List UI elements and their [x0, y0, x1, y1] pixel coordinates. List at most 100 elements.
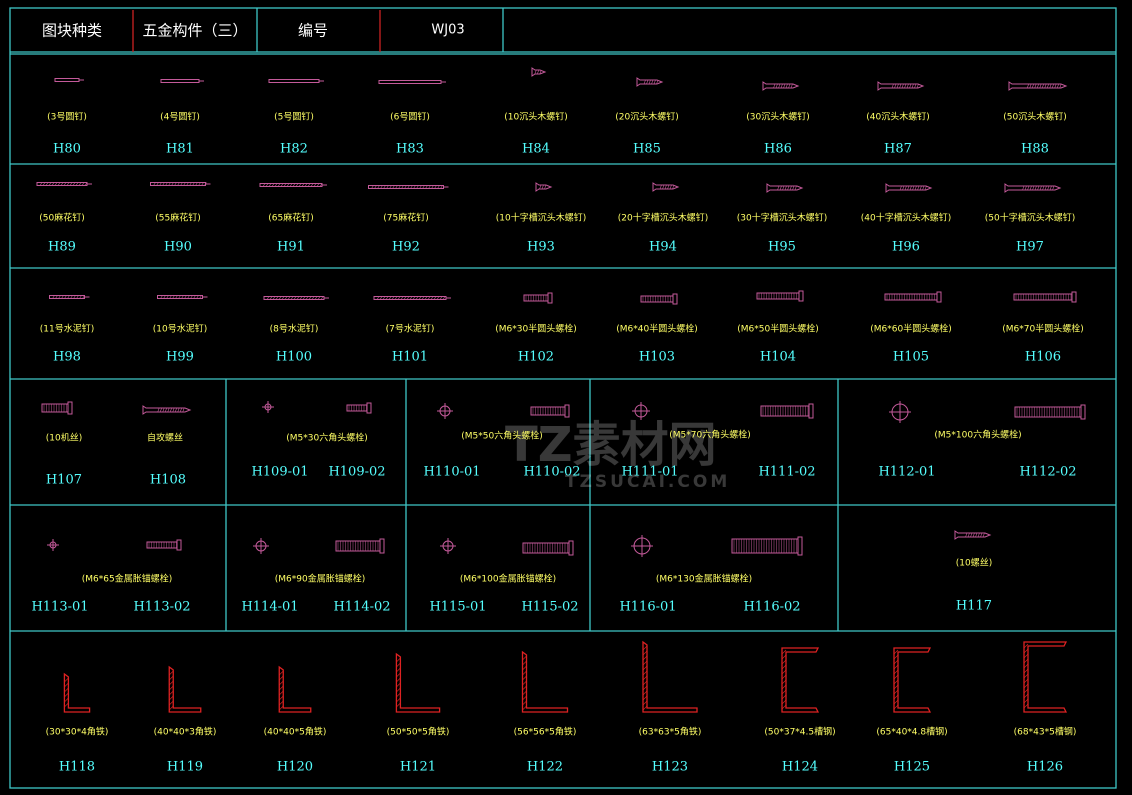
item-label: (M6*100金属胀锚螺栓)	[459, 574, 557, 585]
twist-nail-icon-thread	[440, 185, 443, 189]
item-code: H126	[1026, 759, 1064, 775]
twist-nail-icon-thread	[287, 296, 291, 300]
channel-steel-icon-hatch	[1023, 673, 1029, 679]
item-code: H123	[651, 759, 689, 775]
channel-steel-icon-hatch	[893, 654, 899, 660]
twist-nail-icon-thread	[292, 183, 296, 187]
item-label: (M5*100六角头螺栓)	[934, 430, 1022, 441]
wood-screw-icon-thread	[659, 184, 662, 190]
angle-steel-icon-hatch	[642, 675, 648, 681]
wood-screw-icon-thread	[1039, 83, 1042, 89]
bolt-icon-head	[1071, 291, 1077, 303]
self-tapping-screw-icon-thread	[182, 407, 185, 413]
angle-steel-icon-hatch	[522, 670, 527, 676]
expansion-anchor-bolt-icon	[731, 538, 799, 554]
angle-steel-icon-hatch	[642, 690, 648, 696]
twist-nail-icon-thread	[156, 182, 159, 186]
item-code: H107	[45, 472, 83, 488]
twist-nail-icon-thread	[425, 185, 428, 189]
channel-steel-icon-hatch	[1023, 658, 1029, 664]
item-code: H100	[275, 349, 313, 365]
angle-steel-icon-hatch	[522, 660, 527, 666]
wood-screw-icon-thread	[909, 185, 912, 191]
wood-screw-icon-thread	[1032, 185, 1035, 191]
twist-nail-icon-thread	[277, 183, 281, 187]
wood-screw-icon-thread	[775, 83, 778, 89]
wood-screw-icon-thread	[1036, 83, 1039, 89]
twist-nail-icon-thread	[199, 295, 202, 299]
item-label: (M6*130金属胀锚螺栓)	[655, 574, 753, 585]
angle-steel-icon-hatch	[396, 697, 401, 703]
wood-screw-icon-thread	[911, 83, 914, 89]
twist-nail-icon-thread	[293, 296, 297, 300]
angle-steel-icon-hatch	[169, 700, 174, 706]
channel-steel-icon-hatch	[781, 664, 787, 670]
twist-nail-icon-thread	[160, 295, 163, 299]
hex-bolt-icon-head	[1080, 404, 1086, 420]
twist-nail-icon-thread	[397, 296, 401, 300]
wood-screw-icon-thread	[1042, 185, 1045, 191]
channel-steel-icon-hatch	[1023, 648, 1029, 654]
item-code: H99	[166, 349, 194, 365]
item-code: H80	[53, 141, 81, 157]
twist-nail-icon-thread	[422, 185, 425, 189]
item-code: H119	[166, 759, 204, 775]
twist-nail-icon-thread	[377, 185, 380, 189]
channel-steel-icon-hatch	[781, 689, 787, 695]
item-code: H114-02	[333, 599, 391, 615]
twist-nail-icon-thread	[159, 182, 162, 186]
item-label: (M6*65金属胀锚螺栓)	[81, 574, 173, 585]
twist-nail-icon-thread	[268, 183, 272, 187]
channel-steel-icon-hatch	[781, 669, 787, 675]
twist-nail-icon-thread	[319, 183, 323, 187]
channel-steel-icon-hatch	[781, 654, 787, 660]
channel-steel-icon-hatch	[1023, 693, 1029, 699]
twist-nail-icon-thread	[311, 296, 315, 300]
bolt-icon-head	[672, 293, 678, 305]
channel-steel-icon-hatch	[1023, 678, 1029, 684]
wood-screw-icon	[535, 182, 553, 192]
twist-nail-icon-thread	[386, 185, 389, 189]
wood-screw-icon-thread	[891, 83, 894, 89]
angle-steel-icon-hatch	[522, 690, 527, 696]
twist-nail-icon-thread	[189, 182, 192, 186]
item-label: (10号水泥钉)	[152, 324, 208, 335]
angle-steel-icon-hatch	[642, 655, 648, 661]
item-label: (50沉头木螺钉)	[1003, 112, 1067, 123]
wood-screw-icon-thread	[916, 83, 919, 89]
item-code: H101	[391, 349, 429, 365]
angle-steel-icon-hatch	[642, 670, 648, 676]
item-code: H115-01	[429, 599, 487, 615]
item-label: (5号圆钉)	[274, 112, 314, 123]
item-label: (8号水泥钉)	[269, 324, 319, 335]
channel-steel-icon	[781, 647, 820, 713]
screw-icon-thread	[982, 532, 985, 538]
angle-steel-icon-hatch	[396, 677, 401, 683]
item-code: H120	[276, 759, 314, 775]
wood-screw-icon-thread	[1024, 185, 1027, 191]
machine-screw-icon-head	[67, 401, 73, 415]
twist-nail-icon-thread	[298, 183, 302, 187]
wood-screw-icon-thread	[1049, 185, 1052, 191]
twist-nail-icon-thread	[265, 183, 269, 187]
item-label: (30十字槽沉头木螺钉)	[736, 213, 828, 224]
wood-screw-icon-thread	[773, 83, 776, 89]
twist-nail-icon-thread	[58, 295, 61, 299]
angle-steel-icon-hatch	[64, 692, 69, 698]
wood-screw-icon-thread	[782, 185, 785, 191]
channel-steel-icon-hatch	[1023, 643, 1029, 649]
twist-nail-icon-thread	[389, 185, 392, 189]
twist-nail-icon-thread	[72, 182, 76, 186]
angle-steel-icon-hatch	[169, 685, 174, 691]
channel-steel-icon	[893, 647, 932, 713]
item-label: 自攻螺丝	[146, 433, 184, 444]
twist-nail-icon-thread	[162, 182, 165, 186]
twist-nail-icon-thread	[289, 183, 293, 187]
twist-nail-icon-thread	[404, 185, 407, 189]
angle-steel-icon-hatch	[64, 687, 69, 693]
item-label: (65*40*4.8槽钢)	[876, 727, 948, 738]
twist-nail-icon-thread	[266, 296, 270, 300]
wood-screw-icon-thread	[907, 185, 910, 191]
angle-steel-icon-hatch	[396, 687, 401, 693]
twist-nail-icon-thread	[424, 296, 428, 300]
